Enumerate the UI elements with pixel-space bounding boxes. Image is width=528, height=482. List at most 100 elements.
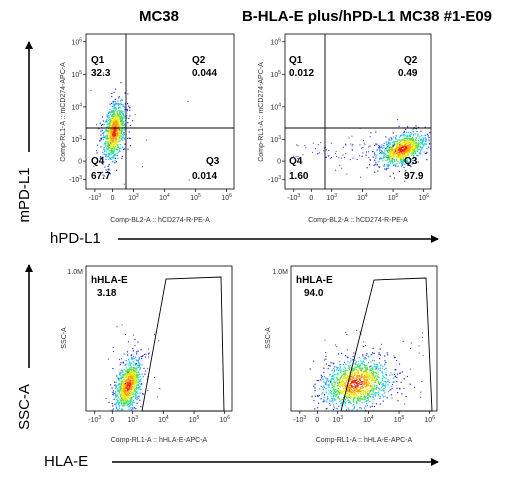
dot-cloud	[90, 72, 190, 185]
event-dot	[354, 372, 356, 374]
event-dot	[339, 364, 341, 366]
q4-name: Q4	[91, 156, 105, 167]
event-dot	[138, 388, 140, 390]
event-dot	[357, 363, 359, 365]
event-dot	[405, 148, 407, 150]
event-dot	[333, 366, 335, 368]
event-dot	[363, 379, 365, 381]
event-dot	[104, 149, 106, 151]
event-dot	[347, 377, 349, 379]
event-dot	[376, 385, 378, 387]
event-dot	[122, 376, 124, 379]
event-dot	[129, 106, 131, 108]
event-dot	[375, 378, 377, 380]
event-dot	[121, 123, 123, 125]
event-dot	[341, 390, 343, 392]
event-dot	[357, 360, 359, 362]
event-dot	[381, 394, 383, 396]
event-dot	[344, 390, 346, 393]
event-dot	[339, 366, 342, 368]
event-dot	[108, 112, 110, 114]
event-dot	[405, 137, 407, 139]
event-dot	[137, 350, 139, 352]
event-dot	[390, 147, 392, 149]
event-dot	[126, 403, 128, 405]
x-tick-label: 0	[315, 417, 319, 424]
event-dot	[408, 141, 410, 143]
event-dot	[124, 103, 126, 105]
event-dot	[384, 153, 386, 156]
event-dot	[339, 387, 341, 389]
event-dot	[390, 152, 392, 154]
event-dot	[114, 129, 116, 131]
event-dot	[122, 139, 124, 141]
event-dot	[411, 150, 414, 152]
event-dot	[129, 387, 131, 389]
event-dot	[107, 148, 109, 150]
event-dot	[369, 384, 371, 386]
event-dot	[386, 159, 388, 161]
event-dot	[103, 153, 105, 155]
event-dot	[391, 374, 393, 376]
event-dot	[375, 367, 377, 369]
event-dot	[395, 150, 396, 152]
event-dot	[108, 147, 110, 149]
event-dot	[127, 122, 129, 124]
event-dot	[365, 388, 367, 390]
y-axis-label: Comp-RL1-A :: mCD274-APC-A	[258, 62, 265, 162]
event-dot	[117, 122, 119, 124]
event-dot	[101, 171, 104, 173]
event-dot	[351, 373, 353, 376]
event-dot	[121, 110, 123, 112]
event-dot	[145, 139, 147, 141]
event-dot	[411, 153, 413, 155]
event-dot	[398, 143, 400, 145]
event-dot	[389, 389, 391, 391]
event-dot	[125, 402, 127, 404]
event-dot	[313, 399, 315, 402]
event-dot	[369, 406, 371, 408]
event-dot	[114, 131, 116, 133]
event-dot	[387, 391, 389, 393]
event-dot	[125, 360, 127, 362]
event-dot	[115, 381, 117, 383]
event-dot	[137, 384, 139, 386]
event-dot	[136, 375, 138, 378]
event-dot	[396, 147, 398, 149]
event-dot	[400, 153, 403, 155]
event-dot	[136, 353, 138, 355]
event-dot	[421, 147, 423, 149]
event-dot	[125, 375, 127, 377]
x-tick-label: -103	[88, 193, 101, 202]
event-dot	[136, 360, 138, 362]
event-dot	[358, 365, 360, 367]
event-dot	[132, 366, 134, 369]
x-axis: -103 0 103 104 105 106	[88, 411, 230, 424]
event-dot	[405, 128, 407, 131]
event-dot	[323, 394, 325, 397]
event-dot	[123, 105, 125, 107]
event-dot	[352, 369, 354, 372]
gate-name: hHLA-E	[91, 275, 128, 286]
event-dot	[107, 112, 109, 114]
event-dot	[118, 140, 120, 142]
event-dot	[346, 392, 348, 394]
event-dot	[410, 158, 412, 160]
event-dot	[351, 386, 353, 388]
event-dot	[115, 396, 117, 398]
event-dot	[133, 361, 135, 363]
event-dot	[111, 114, 113, 116]
event-dot	[104, 142, 106, 144]
event-dot	[396, 149, 398, 151]
event-dot	[140, 379, 142, 381]
event-dot	[359, 331, 361, 333]
event-dot	[324, 383, 326, 385]
x-tick-label: 106	[219, 415, 230, 424]
event-dot	[379, 367, 381, 369]
event-dot	[352, 359, 354, 361]
event-dot	[351, 148, 353, 150]
event-dot	[384, 368, 386, 370]
event-dot	[350, 375, 352, 377]
event-dot	[356, 374, 358, 376]
